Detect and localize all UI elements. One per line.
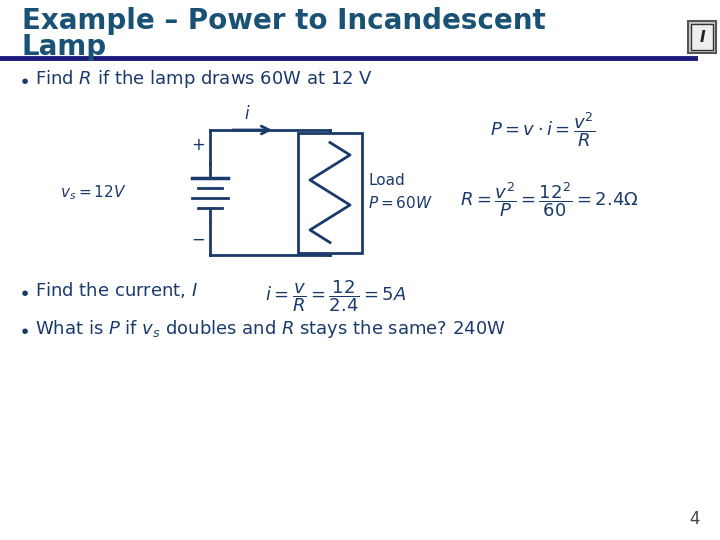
Text: $i = \dfrac{v}{R} = \dfrac{12}{2.4} = 5A$: $i = \dfrac{v}{R} = \dfrac{12}{2.4} = 5A… [265,278,407,314]
Text: Lamp: Lamp [22,33,107,61]
Text: $\bullet$: $\bullet$ [18,70,29,89]
Text: $\bullet$: $\bullet$ [18,320,29,339]
Text: Find the current, $I$: Find the current, $I$ [35,280,198,300]
Bar [691,24,713,50]
Text: $P = 60W$: $P = 60W$ [368,194,433,211]
Text: Example – Power to Incandescent: Example – Power to Incandescent [22,7,546,35]
Text: +: + [191,137,205,154]
Text: $R = \dfrac{v^2}{P} = \dfrac{12^2}{60} = 2.4\Omega$: $R = \dfrac{v^2}{P} = \dfrac{12^2}{60} =… [460,180,639,219]
Text: $i$: $i$ [244,105,251,123]
Bar [298,132,362,253]
Text: Load: Load [368,173,405,188]
Text: What is $P$ if $v_s$ doubles and $R$ stays the same? 240W: What is $P$ if $v_s$ doubles and $R$ sta… [35,318,505,340]
Bar [688,21,716,53]
Text: $\bullet$: $\bullet$ [18,282,29,301]
Text: $P = v \cdot i = \dfrac{v^2}{R}$: $P = v \cdot i = \dfrac{v^2}{R}$ [490,110,595,148]
Text: $v_s = 12V$: $v_s = 12V$ [60,183,127,202]
Text: 4: 4 [690,510,700,528]
Text: I: I [699,30,705,44]
Text: −: − [191,231,205,248]
Text: Find $R$ if the lamp draws 60W at 12 V: Find $R$ if the lamp draws 60W at 12 V [35,68,373,90]
